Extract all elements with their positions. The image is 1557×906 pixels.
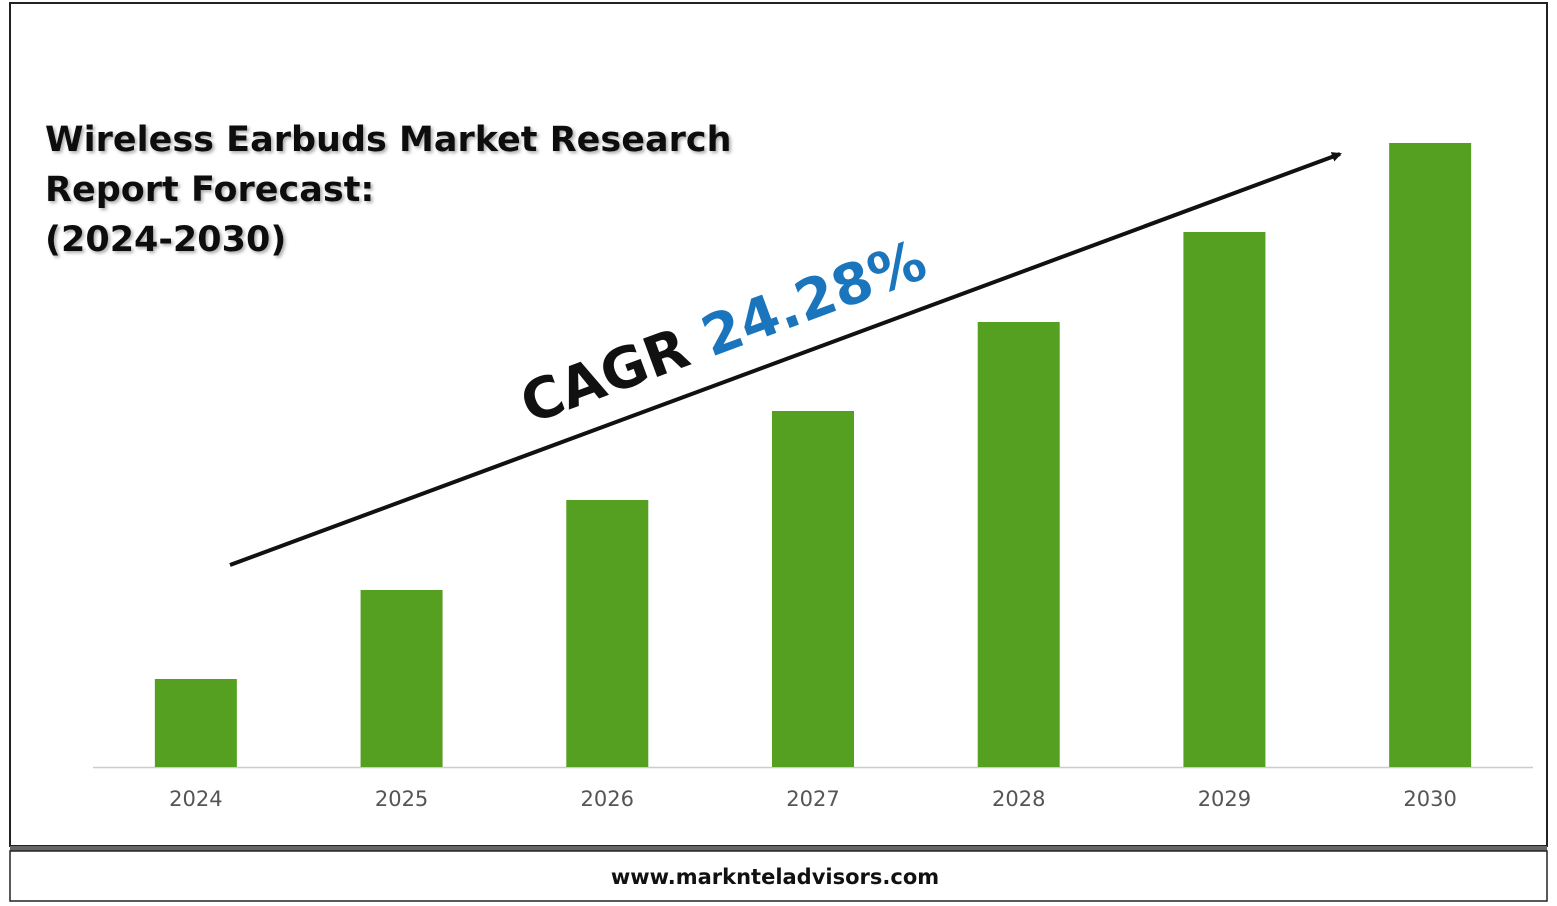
bar [772, 411, 854, 767]
x-tick-label: 2027 [786, 787, 839, 811]
bar [1183, 232, 1266, 767]
footer-box [9, 850, 1548, 902]
x-tick-label: 2029 [1198, 787, 1251, 811]
x-tick-label: 2030 [1403, 787, 1456, 811]
footer-text: www.marknteladvisors.com [611, 865, 939, 889]
x-tick-label: 2028 [992, 787, 1045, 811]
trend-arrow [229, 152, 1342, 567]
bar [977, 322, 1060, 767]
bar [154, 679, 237, 767]
footer-shadow [10, 846, 1547, 851]
bar [360, 590, 443, 767]
chart-title: Wireless Earbuds Market Research [45, 120, 732, 160]
chart-title: Report Forecast: [45, 170, 374, 210]
bar [1389, 143, 1472, 767]
bar [566, 500, 649, 767]
x-tick-label: 2026 [581, 787, 634, 811]
chart-title: (2024-2030) [45, 220, 286, 260]
x-tick-label: 2024 [169, 787, 222, 811]
x-tick-label: 2025 [375, 787, 428, 811]
